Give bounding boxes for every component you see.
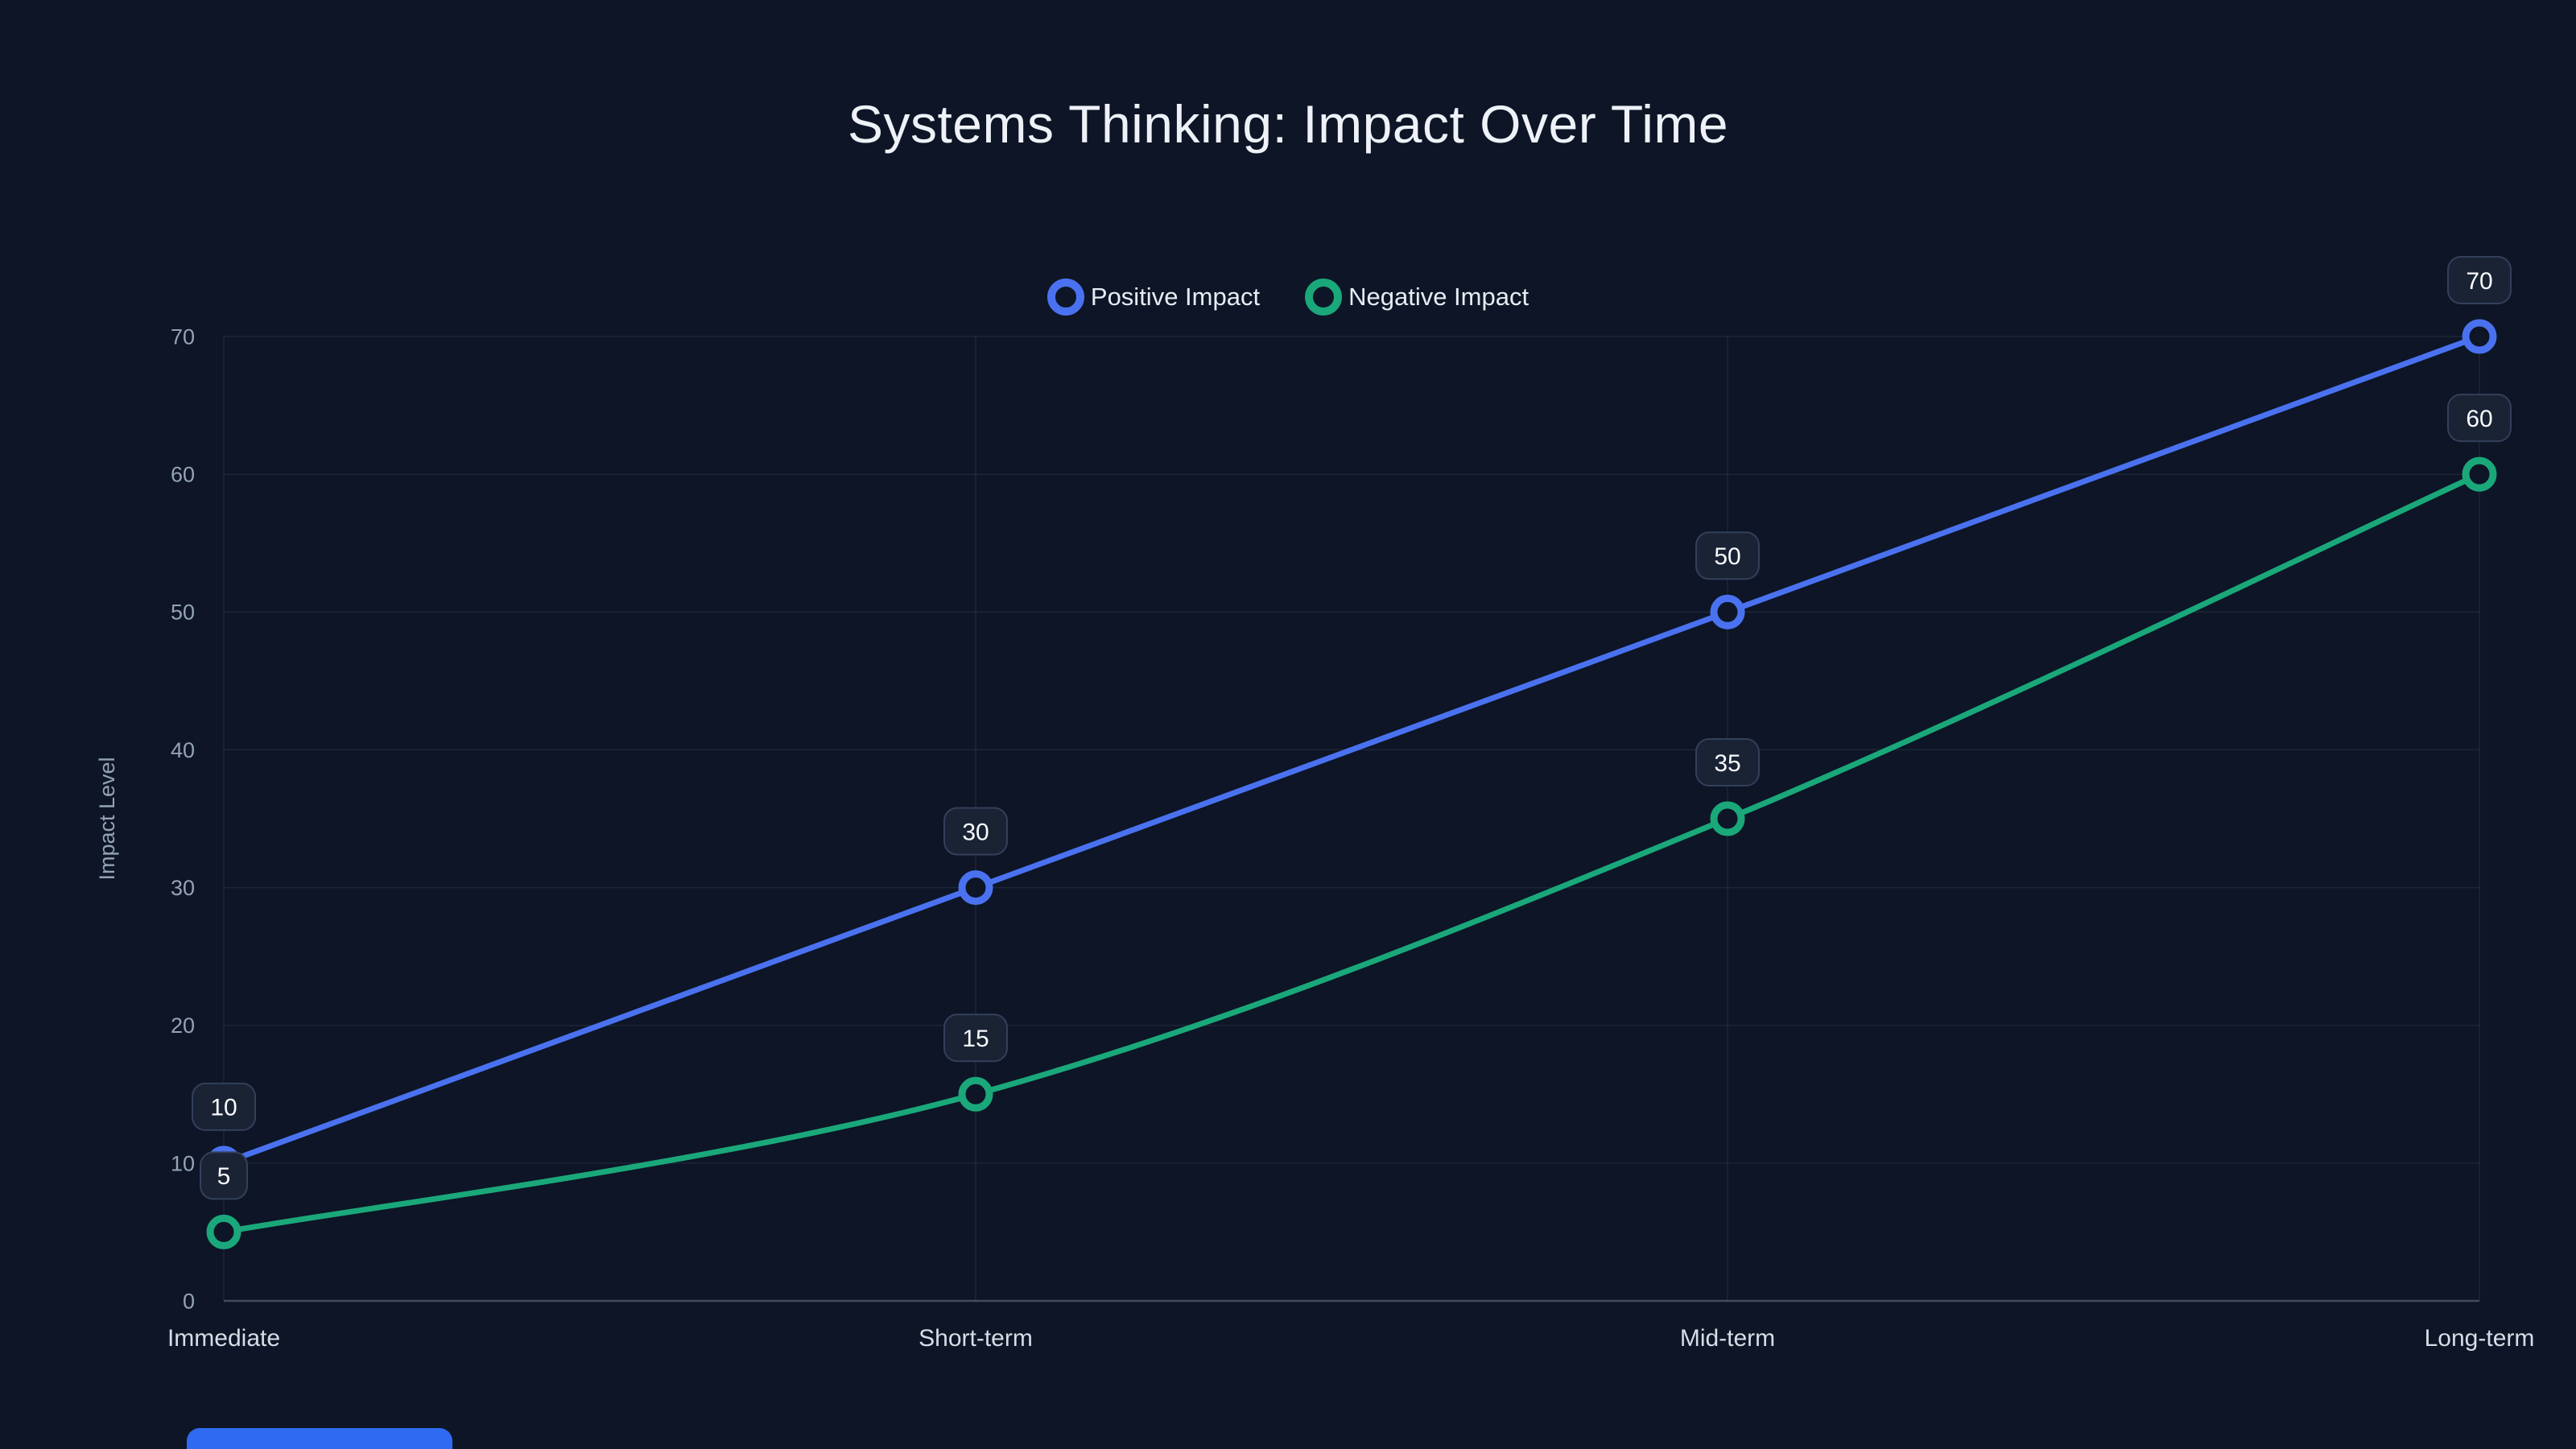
- y-tick-label: 70: [171, 324, 195, 349]
- legend-label: Negative Impact: [1348, 283, 1530, 311]
- y-tick-label: 10: [171, 1151, 195, 1175]
- point-value-label: 30: [962, 819, 989, 845]
- point-value-label: 70: [2466, 268, 2492, 295]
- point-value-label-box: [200, 1151, 248, 1200]
- point-value-label-box: [1695, 738, 1760, 786]
- y-tick-label: 60: [171, 463, 195, 487]
- point-value-label-box: [2447, 256, 2512, 304]
- data-point-negative-impact[interactable]: [2462, 456, 2497, 492]
- data-point-positive-impact[interactable]: [1710, 594, 1745, 630]
- y-axis-title: Impact Level: [95, 757, 119, 880]
- point-value-label-box: [943, 807, 1008, 856]
- legend: Positive Impact Negative Impact: [0, 279, 2576, 316]
- point-value-label: 60: [2466, 406, 2492, 432]
- y-tick-label: 40: [171, 738, 195, 762]
- x-category-label: Mid-term: [1680, 1325, 1775, 1352]
- data-point-negative-impact[interactable]: [1710, 801, 1745, 836]
- point-value-label: 50: [1714, 543, 1740, 570]
- y-tick-label: 0: [183, 1289, 195, 1313]
- data-point-negative-impact[interactable]: [206, 1214, 242, 1249]
- series-line-positive-impact: [221, 333, 2483, 1166]
- point-value-label: 5: [217, 1163, 231, 1190]
- point-value-label: 15: [962, 1026, 989, 1052]
- bottom-blue-bar: [187, 1428, 452, 1449]
- y-tick-label: 20: [171, 1013, 195, 1038]
- negative-impact-legend-marker-icon: [1305, 279, 1343, 316]
- data-point-positive-impact[interactable]: [2462, 319, 2497, 354]
- point-value-label: 35: [1714, 750, 1740, 777]
- legend-label: Positive Impact: [1090, 283, 1261, 311]
- positive-impact-legend-marker-icon: [1046, 279, 1084, 316]
- x-category-label: Short-term: [919, 1325, 1033, 1352]
- point-value-label-box: [1695, 531, 1760, 580]
- x-category-label: Long-term: [2425, 1325, 2535, 1352]
- data-point-positive-impact[interactable]: [958, 870, 993, 906]
- data-point-negative-impact[interactable]: [958, 1076, 993, 1112]
- point-value-label-box: [192, 1082, 256, 1131]
- y-tick-label: 50: [171, 601, 195, 625]
- x-category-label: Immediate: [167, 1325, 280, 1352]
- series-line-negative-impact: [221, 471, 2483, 1235]
- point-value-label-box: [943, 1013, 1008, 1063]
- point-value-label-box: [2447, 394, 2512, 443]
- y-tick-label: 30: [171, 876, 195, 900]
- legend-item-positive-impact[interactable]: Positive Impact: [1046, 279, 1261, 316]
- chart-title: Systems Thinking: Impact Over Time: [847, 94, 1729, 154]
- point-value-label: 10: [210, 1095, 237, 1121]
- legend-item-negative-impact[interactable]: Negative Impact: [1305, 279, 1529, 316]
